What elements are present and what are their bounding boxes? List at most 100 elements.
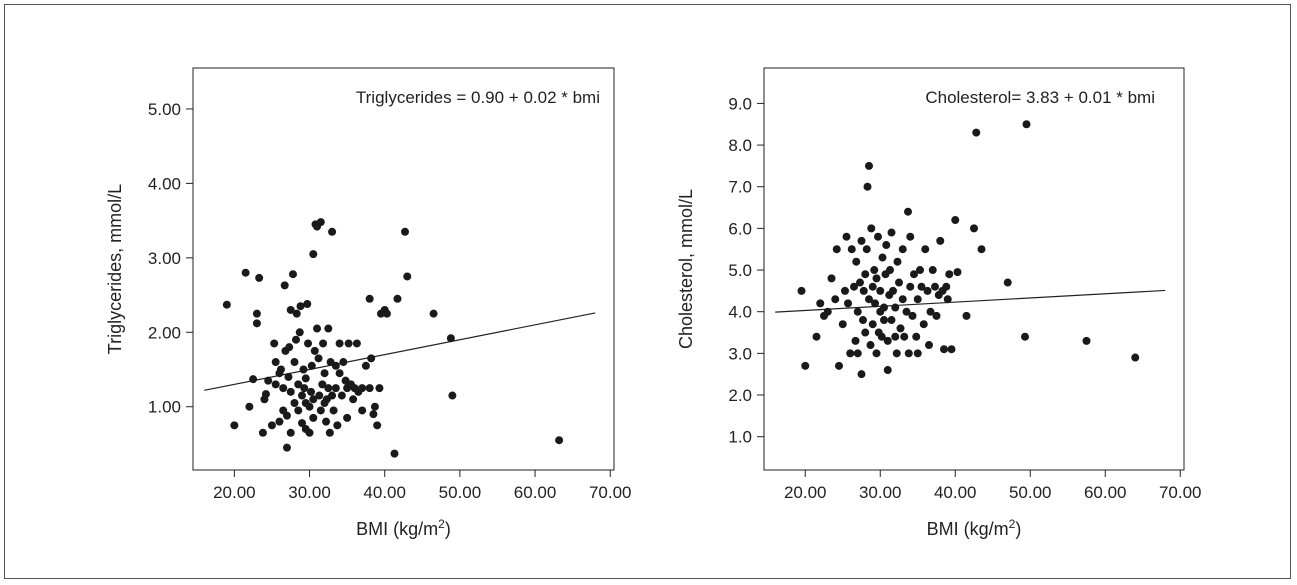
data-point bbox=[316, 406, 325, 415]
data-point bbox=[932, 311, 941, 320]
x-axis-label: BMI (kg/m2) bbox=[356, 517, 451, 539]
data-point bbox=[874, 232, 882, 241]
data-point bbox=[801, 361, 810, 370]
data-point bbox=[295, 328, 304, 337]
data-point bbox=[887, 316, 896, 325]
data-point bbox=[916, 266, 924, 275]
data-point bbox=[309, 395, 318, 404]
data-point bbox=[290, 358, 299, 367]
data-point bbox=[883, 336, 892, 345]
plot-area bbox=[763, 67, 1185, 471]
data-point bbox=[904, 349, 913, 358]
data-point bbox=[853, 307, 862, 316]
data-point bbox=[258, 428, 267, 437]
data-point bbox=[296, 302, 305, 311]
data-point bbox=[883, 366, 892, 375]
x-tick-label: 60.00 bbox=[514, 483, 557, 502]
data-point bbox=[868, 320, 877, 329]
data-point bbox=[292, 309, 301, 318]
x-tick-label: 70.00 bbox=[1159, 483, 1202, 502]
data-point bbox=[329, 406, 338, 415]
data-point bbox=[282, 443, 291, 452]
data-point bbox=[827, 274, 836, 283]
data-point bbox=[282, 411, 291, 420]
data-point bbox=[853, 349, 862, 358]
data-point bbox=[307, 361, 316, 370]
y-tick-label: 1.0 bbox=[728, 428, 752, 447]
data-point bbox=[333, 421, 342, 430]
data-point bbox=[831, 295, 840, 304]
data-point bbox=[962, 311, 971, 320]
data-point bbox=[857, 370, 866, 379]
data-point bbox=[876, 286, 885, 295]
data-point bbox=[842, 232, 851, 241]
data-point bbox=[862, 245, 871, 254]
data-point bbox=[276, 365, 285, 374]
data-point bbox=[335, 339, 344, 348]
data-point bbox=[446, 334, 455, 343]
y-tick-label: 5.00 bbox=[148, 100, 181, 119]
data-point bbox=[942, 282, 951, 291]
data-point bbox=[906, 282, 915, 291]
data-point bbox=[919, 320, 928, 329]
data-point bbox=[908, 311, 917, 320]
data-point bbox=[303, 299, 312, 308]
y-tick-label: 3.0 bbox=[728, 344, 752, 363]
data-point bbox=[859, 316, 867, 325]
data-point bbox=[286, 387, 295, 396]
data-point bbox=[928, 266, 937, 275]
data-point bbox=[943, 295, 952, 304]
data-point bbox=[921, 245, 930, 254]
data-point bbox=[358, 384, 367, 393]
data-point bbox=[856, 278, 864, 287]
cholesterol-scatter-chart: 20.00 30.00 40.00 50.00 60.00 70.00 1.0 2.0 3.0 4… bbox=[676, 67, 1202, 539]
data-point bbox=[291, 335, 300, 344]
data-point bbox=[314, 354, 323, 363]
x-tick-label: 30.00 bbox=[288, 483, 331, 502]
data-point bbox=[850, 282, 858, 291]
y-tick-label: 4.0 bbox=[728, 303, 752, 322]
data-point bbox=[280, 281, 289, 290]
data-point bbox=[880, 316, 888, 325]
data-point bbox=[279, 384, 288, 393]
data-point bbox=[859, 286, 868, 295]
data-point bbox=[861, 270, 870, 279]
triglycerides-scatter-chart: 20.00 30.00 40.00 50.00 60.00 70.00 1.00 2.00 3.… bbox=[105, 67, 632, 539]
data-point bbox=[947, 345, 956, 354]
data-point bbox=[844, 299, 852, 308]
data-point bbox=[337, 391, 346, 400]
data-point bbox=[267, 421, 276, 430]
plot-area bbox=[192, 67, 615, 471]
data-point bbox=[315, 391, 324, 400]
data-point bbox=[319, 339, 328, 348]
data-point bbox=[343, 413, 352, 422]
data-point bbox=[375, 384, 384, 393]
data-point bbox=[945, 270, 954, 279]
data-point bbox=[309, 413, 318, 422]
data-point bbox=[249, 375, 258, 384]
data-point bbox=[275, 417, 284, 426]
data-point bbox=[923, 286, 932, 295]
data-point bbox=[331, 361, 340, 370]
x-tick-label: 40.00 bbox=[363, 483, 406, 502]
data-point bbox=[255, 273, 264, 282]
data-point bbox=[393, 294, 402, 303]
data-point bbox=[865, 161, 873, 170]
data-point bbox=[889, 286, 897, 295]
x-tick-label: 70.00 bbox=[589, 483, 632, 502]
data-point bbox=[305, 402, 314, 411]
data-point bbox=[361, 361, 370, 370]
data-point bbox=[316, 218, 325, 227]
data-point bbox=[339, 358, 348, 367]
data-point bbox=[797, 286, 806, 295]
data-point bbox=[936, 236, 945, 245]
data-point bbox=[902, 307, 911, 316]
data-point bbox=[917, 282, 926, 291]
data-point bbox=[349, 395, 358, 404]
data-point bbox=[369, 410, 378, 419]
data-point bbox=[857, 236, 866, 245]
data-point bbox=[895, 278, 903, 287]
data-point bbox=[1082, 336, 1091, 345]
data-point bbox=[972, 128, 981, 137]
